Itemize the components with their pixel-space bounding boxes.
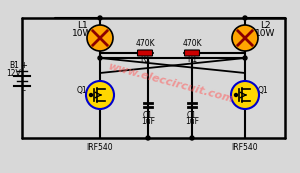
Circle shape bbox=[98, 16, 102, 20]
Circle shape bbox=[98, 56, 102, 60]
Text: 1uF: 1uF bbox=[185, 116, 199, 125]
Circle shape bbox=[87, 25, 113, 51]
Text: R1: R1 bbox=[140, 54, 150, 63]
Text: L1: L1 bbox=[76, 21, 87, 30]
FancyBboxPatch shape bbox=[137, 50, 152, 56]
Text: www.eleccircuit.com: www.eleccircuit.com bbox=[106, 61, 234, 105]
Text: Q1: Q1 bbox=[77, 86, 87, 95]
Text: 1uF: 1uF bbox=[141, 116, 155, 125]
Text: 12V: 12V bbox=[7, 69, 21, 78]
Circle shape bbox=[146, 136, 150, 140]
Text: 470K: 470K bbox=[182, 39, 202, 48]
Circle shape bbox=[235, 93, 238, 97]
Text: B1: B1 bbox=[9, 61, 19, 71]
Circle shape bbox=[89, 93, 92, 97]
Text: IRF540: IRF540 bbox=[232, 143, 258, 153]
FancyBboxPatch shape bbox=[184, 50, 200, 56]
Circle shape bbox=[86, 81, 114, 109]
Circle shape bbox=[190, 136, 194, 140]
Text: C1: C1 bbox=[187, 111, 197, 120]
Text: 10W: 10W bbox=[255, 29, 275, 38]
Text: -: - bbox=[22, 86, 26, 95]
Circle shape bbox=[232, 25, 258, 51]
Text: +: + bbox=[21, 61, 27, 70]
Text: Q1: Q1 bbox=[258, 86, 268, 95]
Circle shape bbox=[243, 16, 247, 20]
Text: 10W: 10W bbox=[72, 29, 92, 38]
Circle shape bbox=[231, 81, 259, 109]
Text: C1: C1 bbox=[143, 111, 153, 120]
Text: L2: L2 bbox=[260, 21, 270, 30]
Text: IRF540: IRF540 bbox=[87, 143, 113, 153]
Text: R1: R1 bbox=[187, 54, 197, 63]
Circle shape bbox=[243, 56, 247, 60]
Text: 470K: 470K bbox=[135, 39, 155, 48]
